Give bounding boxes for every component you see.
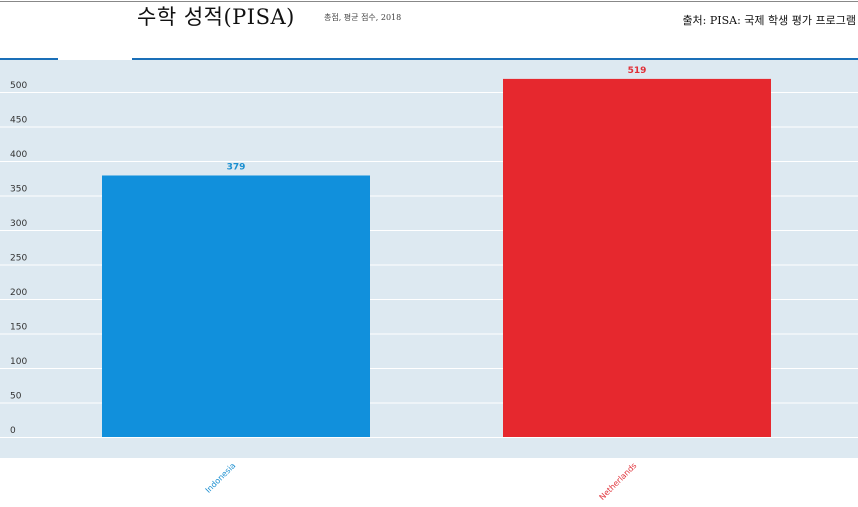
x-axis-ticks: Indonesia Netherlands: [204, 461, 639, 502]
data-label: 519: [628, 66, 647, 76]
bar-netherlands: [503, 78, 771, 437]
data-labels: 379 519: [227, 66, 647, 173]
y-tick-label: 150: [10, 323, 27, 333]
chart-subtitle: 총점, 평균 점수, 2018: [324, 13, 402, 22]
active-tab-indicator: [58, 58, 132, 60]
y-tick-label: 50: [10, 392, 22, 402]
y-tick-label: 400: [10, 150, 27, 160]
chart-title: 수학 성적(PISA): [137, 5, 295, 29]
x-tick-label: Netherlands: [598, 461, 639, 502]
data-label: 379: [227, 162, 246, 172]
bar-indonesia: [102, 175, 370, 437]
y-tick-label: 300: [10, 219, 27, 229]
y-tick-label: 350: [10, 185, 27, 195]
y-tick-label: 250: [10, 254, 27, 264]
y-tick-label: 100: [10, 357, 27, 367]
top-border: [0, 1, 858, 2]
y-tick-label: 0: [10, 426, 16, 436]
y-tick-label: 450: [10, 116, 27, 126]
bars: [102, 78, 771, 437]
y-tick-label: 500: [10, 81, 27, 91]
y-tick-label: 200: [10, 288, 27, 298]
y-axis-ticks: 0 50 100 150 200 250 300 350 400 450 500: [10, 81, 27, 436]
header-divider: [0, 58, 858, 60]
x-tick-label: Indonesia: [204, 461, 238, 495]
source-note: 출처: PISA: 국제 학생 평가 프로그램: [682, 14, 856, 27]
bar-chart: 0 50 100 150 200 250 300 350 400 450 500 379 519 In…: [0, 60, 858, 502]
